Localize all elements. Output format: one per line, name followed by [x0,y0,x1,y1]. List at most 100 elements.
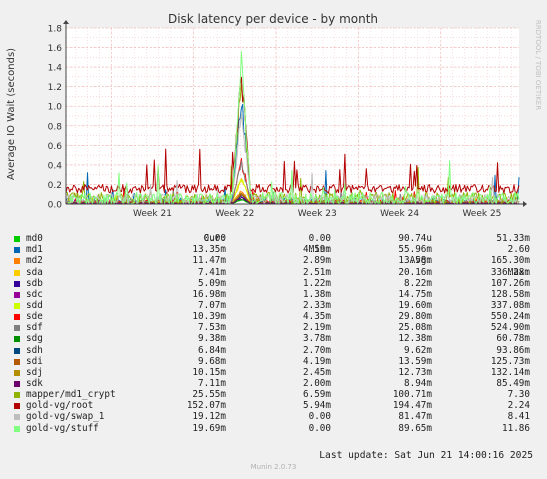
legend-max-value: 7.30 [507,389,530,401]
legend-swatch [14,258,20,265]
x-axis-arrow [523,201,527,207]
legend-min-value: 6.59m [303,389,331,401]
legend-min-value: 2.00m [303,377,331,389]
legend-max-value: 85.49m [496,377,530,389]
legend-row: sdg 9.38m 3.78m 12.38m 60.78m [14,333,544,344]
legend-avg-value: 19.60m [398,299,432,311]
legend-avg-value: 194.47m [392,400,432,412]
legend-max-value: 51.33m [496,233,530,245]
legend-series-name: md0 [26,233,43,245]
legend-series-name: gold-vg/stuff [26,422,99,434]
legend-header-min: Min: [308,244,331,256]
legend-series-name: sde [26,311,43,323]
legend-max-value: 524.90m [490,322,530,334]
legend-cur-value: 9.68m [198,355,226,367]
legend-cur-value: 10.39m [192,311,226,323]
legend-series-name: sdg [26,333,43,345]
y-tick-label: 0.4 [48,161,63,171]
legend-min-value: 1.38m [303,288,331,300]
legend-avg-value: 12.38m [398,333,432,345]
legend-series-name: gold-vg/swap_1 [26,411,105,423]
legend-min-value: 1.22m [303,277,331,289]
legend-avg-value: 100.71m [392,389,432,401]
legend-row: md1 13.35m 4.59m 55.96m 2.60 [14,244,544,255]
legend-max-value: 2.24 [507,400,530,412]
series-line-gold-vg-stuff [66,50,520,205]
legend-row: sdj 10.15m 2.45m 12.73m 132.14m [14,367,544,378]
legend-avg-value: 9.62m [404,344,432,356]
legend-swatch [14,380,20,387]
legend-max-value: 132.14m [490,366,530,378]
legend-cur-value: 13.35m [192,244,226,256]
legend-cur-value: 16.98m [192,288,226,300]
legend-series-name: sdj [26,366,43,378]
legend-swatch [14,336,20,343]
legend-min-value: 2.51m [303,266,331,278]
legend-max-value: 336.28m [490,266,530,278]
legend-header-max: Max: [507,266,530,278]
legend-swatch [14,358,20,365]
legend-cur-value: 11.47m [192,255,226,267]
legend-max-value: 337.08m [490,299,530,311]
legend-avg-value: 89.65m [398,422,432,434]
legend-cur-value: 152.07m [186,400,226,412]
legend-row: gold-vg/root 152.07m 5.94m 194.47m 2.24 [14,400,544,411]
legend-row: sdh 6.84m 2.70m 9.62m 93.86m [14,345,544,356]
y-tick-labels: 0.0 0.2 0.4 0.6 0.8 1.0 1.2 1.4 1.6 1.8 [48,25,63,211]
legend-max-value: 128.58m [490,288,530,300]
legend-min-value: 4.35m [303,311,331,323]
legend-swatch [14,280,20,287]
legend-row: md0 0.00 0.00 90.74u 51.33m [14,233,544,244]
legend-max-value: 2.60 [507,244,530,256]
legend-min-value: 2.45m [303,366,331,378]
legend-table: Cur: Min: Avg: Max: md0 0.00 0.00 90.74u 51.… [14,222,544,434]
x-tick-label: Week 21 [133,209,172,219]
legend-swatch [14,392,20,399]
legend-min-value: 4.59m [303,244,331,256]
legend-min-value: 0.00 [308,233,331,245]
legend-avg-value: 90.74u [398,233,432,245]
legend-max-value: 550.24m [490,311,530,323]
y-tick-label: 1.6 [48,44,63,54]
legend-header: Cur: Min: Avg: Max: [14,222,544,277]
legend-max-value: 165.30m [490,255,530,267]
y-axis-label: Average IO Wait (seconds) [6,48,17,180]
x-tick-label: Week 22 [215,209,254,219]
legend-min-value: 2.89m [303,255,331,267]
legend-row: gold-vg/swap_1 19.12m 0.00 81.47m 8.41 [14,411,544,422]
legend-series-name: md2 [26,255,43,267]
y-tick-label: 0.2 [48,181,62,191]
legend-swatch [14,347,20,354]
legend-row: sdb 5.09m 1.22m 8.22m 107.26m [14,278,544,289]
legend-avg-value: 13.59m [398,355,432,367]
legend-row: sdd 7.07m 2.33m 19.60m 337.08m [14,300,544,311]
legend-min-value: 4.19m [303,355,331,367]
legend-swatch [14,236,20,243]
legend-cur-value: 0.00 [203,233,226,245]
legend-series-name: md1 [26,244,43,256]
legend-header-avg: Avg: [409,255,432,267]
rrdtool-watermark: RRDTOOL / TOBI OETIKER [534,20,542,110]
legend-swatch [14,291,20,298]
legend-series-name: sdh [26,344,43,356]
legend-row: sda 7.41m 2.51m 20.16m 336.28m [14,267,544,278]
legend-rows: md0 0.00 0.00 90.74u 51.33m md1 13.35m 4.59m 55.… [14,233,544,434]
y-axis-arrow [63,20,69,24]
legend-cur-value: 25.55m [192,389,226,401]
legend-swatch [14,369,20,376]
legend-series-name: sdd [26,299,43,311]
y-tick-label: 1.0 [48,103,63,113]
legend-cur-value: 19.69m [192,422,226,434]
legend-series-name: gold-vg/root [26,400,94,412]
y-tick-label: 1.4 [48,64,63,74]
legend-min-value: 0.00 [308,411,331,423]
legend-cur-value: 10.15m [192,366,226,378]
legend-min-value: 5.94m [303,400,331,412]
x-tick-label: Week 25 [462,209,501,219]
legend-swatch [14,425,20,432]
legend-row: mapper/md1_crypt 25.55m 6.59m 100.71m 7.30 [14,389,544,400]
legend-cur-value: 7.53m [198,322,226,334]
legend-row: sdi 9.68m 4.19m 13.59m 125.73m [14,356,544,367]
legend-swatch [14,302,20,309]
